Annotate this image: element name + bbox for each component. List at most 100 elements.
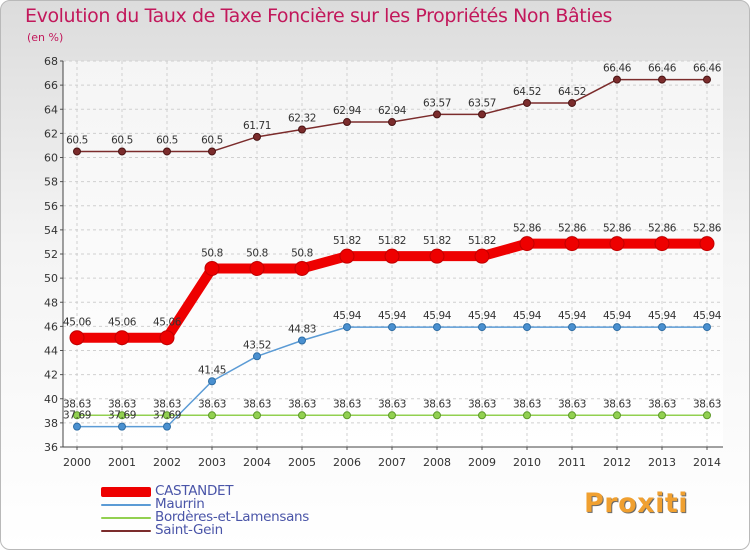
data-label-maurrin: 45.94	[648, 310, 677, 322]
data-point-saint-gein	[343, 118, 351, 127]
data-label-castandet: 50.8	[291, 247, 313, 259]
data-label-saint-gein: 61.71	[243, 120, 271, 132]
data-label-maurrin: 37.69	[108, 410, 136, 422]
data-label-saint-gein: 60.5	[156, 134, 178, 146]
data-label-borderes-et-lamensans: 38.63	[468, 398, 496, 410]
data-point-maurrin	[388, 323, 396, 332]
x-tick-label: 2014	[693, 456, 721, 469]
series-layer	[69, 75, 715, 431]
data-label-borderes-et-lamensans: 38.63	[513, 398, 541, 410]
data-point-castandet	[384, 248, 400, 264]
data-point-castandet	[564, 236, 580, 252]
data-point-saint-gein	[118, 147, 126, 156]
data-point-saint-gein	[208, 147, 216, 156]
x-tick-label: 2001	[108, 456, 136, 469]
data-point-borderes-et-lamensans	[658, 411, 666, 420]
data-label-maurrin: 45.94	[693, 310, 722, 322]
legend-swatch-borderes-et-lamensans	[101, 516, 151, 519]
data-label-borderes-et-lamensans: 38.63	[378, 398, 406, 410]
y-tick-label: 62	[44, 127, 58, 140]
legend-label-borderes-et-lamensans: Bordères-et-Lamensans	[155, 509, 310, 525]
data-label-castandet: 50.8	[246, 247, 268, 259]
data-label-borderes-et-lamensans: 38.63	[558, 398, 586, 410]
data-label-saint-gein: 66.46	[693, 63, 722, 75]
data-label-saint-gein: 64.52	[558, 86, 586, 98]
data-label-borderes-et-lamensans: 38.63	[603, 398, 631, 410]
data-point-saint-gein	[523, 98, 531, 107]
data-label-saint-gein: 60.5	[111, 134, 133, 146]
data-label-borderes-et-lamensans: 38.63	[648, 398, 676, 410]
y-tick-label: 68	[44, 55, 58, 68]
data-label-maurrin: 41.45	[198, 364, 226, 376]
y-tick-label: 46	[44, 320, 58, 333]
data-label-maurrin: 43.52	[243, 339, 271, 351]
data-label-maurrin: 44.83	[288, 323, 316, 335]
y-tick-label: 58	[44, 176, 58, 189]
data-label-castandet: 52.86	[693, 223, 722, 235]
data-point-borderes-et-lamensans	[433, 411, 441, 420]
data-point-saint-gein	[658, 75, 666, 84]
data-point-castandet	[609, 236, 625, 252]
x-tick-label: 2010	[513, 456, 541, 469]
data-label-maurrin: 45.94	[333, 310, 362, 322]
data-point-saint-gein	[253, 132, 261, 141]
x-tick-label: 2012	[603, 456, 631, 469]
chart-title: Evolution du Taux de Taxe Foncière sur l…	[25, 5, 613, 27]
data-point-maurrin	[298, 336, 306, 345]
y-tick-label: 50	[44, 272, 58, 285]
y-tick-label: 56	[44, 200, 58, 213]
data-point-borderes-et-lamensans	[568, 411, 576, 420]
data-label-castandet: 45.06	[63, 317, 92, 329]
unit-label: (en %)	[27, 31, 64, 44]
data-label-layer: 60.5 60.5 60.5 60.5 61.71 62.32 62.94 62.94 63.5…	[63, 63, 722, 422]
data-point-castandet	[429, 248, 445, 264]
data-point-maurrin	[613, 323, 621, 332]
data-point-borderes-et-lamensans	[253, 411, 261, 420]
data-point-castandet	[339, 248, 355, 264]
data-point-borderes-et-lamensans	[298, 411, 306, 420]
legend-swatch-castandet	[101, 486, 151, 497]
data-point-maurrin	[703, 323, 711, 332]
y-tick-label: 44	[44, 345, 58, 358]
data-point-borderes-et-lamensans	[613, 411, 621, 420]
data-label-castandet: 51.82	[378, 235, 406, 247]
y-tick-label: 66	[44, 79, 58, 92]
data-label-borderes-et-lamensans: 38.63	[63, 398, 91, 410]
x-tick-label: 2011	[558, 456, 586, 469]
data-point-borderes-et-lamensans	[118, 411, 126, 420]
data-label-borderes-et-lamensans: 38.63	[243, 398, 271, 410]
data-label-saint-gein: 60.5	[66, 134, 88, 146]
data-label-maurrin: 45.94	[468, 310, 497, 322]
data-point-maurrin	[658, 323, 666, 332]
legend-label-castandet: CASTANDET	[155, 483, 234, 499]
data-label-castandet: 52.86	[558, 223, 587, 235]
data-point-borderes-et-lamensans	[478, 411, 486, 420]
data-label-saint-gein: 62.32	[288, 113, 316, 125]
data-label-saint-gein: 63.57	[423, 97, 451, 109]
data-label-saint-gein: 66.46	[648, 63, 677, 75]
x-tick-label: 2002	[153, 456, 181, 469]
data-label-borderes-et-lamensans: 38.63	[288, 398, 316, 410]
data-point-maurrin	[208, 377, 216, 386]
data-label-borderes-et-lamensans: 38.63	[153, 398, 181, 410]
data-point-castandet	[204, 260, 220, 276]
y-tick-label: 54	[44, 224, 58, 237]
data-point-saint-gein	[298, 125, 306, 134]
data-point-saint-gein	[433, 110, 441, 119]
data-label-saint-gein: 60.5	[201, 134, 223, 146]
x-tick-label: 2013	[648, 456, 676, 469]
x-tick-label: 2003	[198, 456, 226, 469]
data-label-maurrin: 45.94	[378, 310, 407, 322]
data-label-saint-gein: 66.46	[603, 63, 632, 75]
legend-label-saint-gein: Saint-Gein	[155, 522, 223, 538]
data-point-maurrin	[568, 323, 576, 332]
data-label-maurrin: 45.94	[423, 310, 452, 322]
data-label-saint-gein: 62.94	[378, 105, 407, 117]
y-tick-label: 42	[44, 369, 58, 382]
data-label-borderes-et-lamensans: 38.63	[333, 398, 361, 410]
data-point-castandet	[519, 236, 535, 252]
x-tick-label: 2008	[423, 456, 451, 469]
data-point-saint-gein	[478, 110, 486, 119]
data-point-castandet	[294, 260, 310, 276]
